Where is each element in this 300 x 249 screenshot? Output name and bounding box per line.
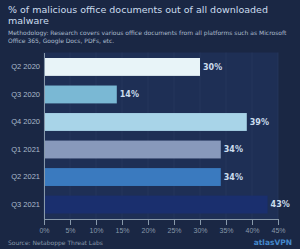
x-tick: 0% bbox=[39, 219, 49, 234]
x-tick-mark bbox=[252, 219, 253, 225]
grid-line bbox=[226, 53, 227, 220]
grid-line bbox=[278, 53, 279, 220]
x-tick-label: 15% bbox=[115, 227, 129, 234]
bar bbox=[44, 113, 247, 131]
grid-line bbox=[174, 53, 175, 220]
bars bbox=[44, 58, 268, 213]
data-label: 34% bbox=[224, 145, 243, 154]
data-label: 43% bbox=[271, 200, 290, 209]
y-tick: Q2 2021 bbox=[11, 172, 40, 181]
y-tick-label: Q3 2020 bbox=[11, 90, 40, 99]
y-tick: Q1 2021 bbox=[11, 145, 40, 154]
x-tick-mark bbox=[200, 219, 201, 225]
grid-line bbox=[44, 53, 45, 220]
x-tick-mark bbox=[70, 219, 71, 225]
chart-container: % of malicious office documents out of a… bbox=[0, 0, 300, 249]
grid-line bbox=[252, 53, 253, 220]
x-tick: 5% bbox=[65, 219, 75, 234]
data-labels: 30% 14% 39% 34% 34% 43% bbox=[120, 63, 290, 210]
x-tick: 35% bbox=[219, 219, 233, 234]
x-tick-label: 30% bbox=[193, 227, 207, 234]
x-tick: 40% bbox=[245, 219, 259, 234]
y-tick-label: Q3 2021 bbox=[11, 200, 40, 209]
x-tick-mark bbox=[148, 219, 149, 225]
grid bbox=[44, 53, 278, 220]
x-tick-label: 10% bbox=[89, 227, 103, 234]
logo-text: atlasVPN bbox=[254, 238, 292, 247]
x-tick: 10% bbox=[89, 219, 103, 234]
text-line: Office 365, Google Docs, PDFs, etc. bbox=[8, 37, 114, 45]
y-tick: Q3 2021 bbox=[11, 200, 40, 209]
x-tick-mark bbox=[96, 219, 97, 225]
x-tick-label: 45% bbox=[271, 227, 285, 234]
y-axis: Q2 2020 Q3 2020 Q4 2020 Q1 2021 Q2 2021 Q3 20… bbox=[11, 53, 44, 220]
methodology-note: Methodology: Research covers various off… bbox=[8, 29, 287, 45]
grid-line bbox=[70, 53, 71, 220]
y-tick-label: Q4 2020 bbox=[11, 117, 40, 126]
bar bbox=[44, 86, 117, 104]
data-label: 30% bbox=[203, 63, 222, 72]
text-line: % of malicious office documents out of a… bbox=[8, 4, 268, 15]
chart-svg: % of malicious office documents out of a… bbox=[0, 0, 300, 249]
bar bbox=[44, 58, 200, 76]
x-tick: 25% bbox=[167, 219, 181, 234]
x-tick: 20% bbox=[141, 219, 155, 234]
x-tick-label: 35% bbox=[219, 227, 233, 234]
y-tick: Q4 2020 bbox=[11, 117, 40, 126]
x-tick: 15% bbox=[115, 219, 129, 234]
x-axis-line bbox=[45, 220, 279, 226]
data-label: 14% bbox=[120, 90, 139, 99]
x-tick-mark bbox=[44, 219, 45, 225]
x-tick-mark bbox=[122, 219, 123, 225]
x-tick-mark bbox=[226, 219, 227, 225]
text-line: malware bbox=[8, 15, 49, 26]
grid-line bbox=[200, 53, 201, 220]
grid-line bbox=[96, 53, 97, 220]
y-tick: Q3 2020 bbox=[11, 90, 40, 99]
data-label: 39% bbox=[250, 118, 269, 127]
grid-line bbox=[122, 53, 123, 220]
x-tick: 45% bbox=[271, 219, 285, 234]
grid-line bbox=[148, 53, 149, 220]
x-tick-label: 25% bbox=[167, 227, 181, 234]
x-axis: 0% 5% 10% 15% 20% 25% 30% 35% 40% 45% bbox=[39, 219, 285, 234]
y-tick-label: Q1 2021 bbox=[11, 145, 40, 154]
x-tick-label: 40% bbox=[245, 227, 259, 234]
chart-title: % of malicious office documents out of a… bbox=[8, 4, 268, 26]
plot-background bbox=[44, 53, 278, 220]
x-tick-label: 5% bbox=[65, 227, 75, 234]
bar bbox=[44, 168, 221, 186]
y-tick-label: Q2 2021 bbox=[11, 172, 40, 181]
x-tick: 30% bbox=[193, 219, 207, 234]
bar bbox=[44, 196, 268, 214]
x-tick-mark bbox=[278, 219, 279, 225]
x-tick-label: 20% bbox=[141, 227, 155, 234]
y-axis-line bbox=[44, 53, 45, 220]
x-tick-label: 0% bbox=[39, 227, 49, 234]
data-label: 34% bbox=[224, 173, 243, 182]
bar bbox=[44, 141, 221, 159]
x-tick-mark bbox=[174, 219, 175, 225]
y-tick: Q2 2020 bbox=[11, 62, 40, 71]
y-tick-label: Q2 2020 bbox=[11, 62, 40, 71]
source-note: Source: Netaboppe Threat Labs bbox=[8, 239, 103, 247]
